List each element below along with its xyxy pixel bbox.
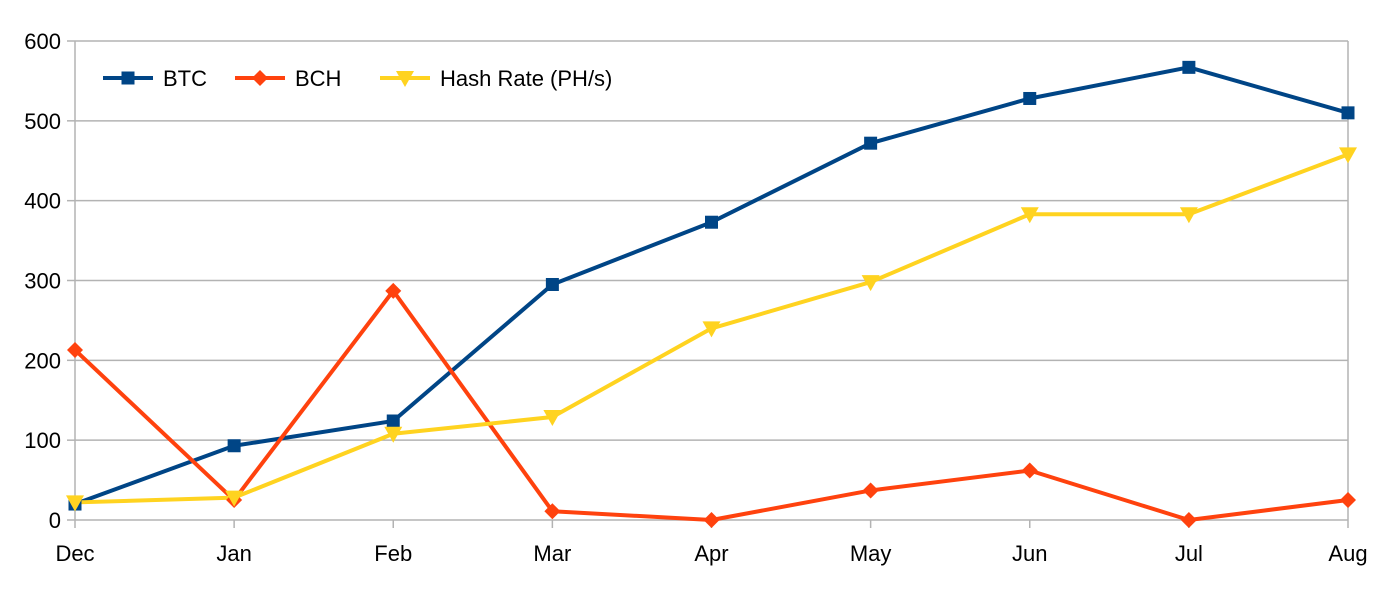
data-point-hash-rate-ph-s [66,495,84,512]
legend-item-btc: BTC [103,66,207,91]
legend-marker [121,71,135,85]
y-tick-label: 600 [24,29,61,54]
data-point-bch [544,503,561,520]
data-point-hash-rate-ph-s [861,275,880,292]
data-point-btc [705,215,718,229]
data-point-bch [1340,492,1356,509]
y-tick-label: 100 [24,428,61,453]
legend-item-hash-rate-ph-s: Hash Rate (PH/s) [380,66,612,91]
axes: 0 100 200 300 400 500 600 Dec Jan Feb Mar Apr May Jun… [24,29,1367,566]
x-tick-label: May [850,541,892,566]
data-point-btc [864,136,878,150]
x-tick-label: Apr [694,541,728,566]
x-tick-label: Jan [216,541,251,566]
grid-lines [75,40,1348,521]
series-lines [73,65,1349,522]
x-tick-label: Dec [55,541,94,566]
data-point-hash-rate-ph-s [1179,207,1198,224]
series-line-btc [74,65,1349,506]
y-tick-label: 400 [24,189,61,214]
data-point-bch [385,282,402,299]
data-point-btc [1023,91,1037,105]
data-point-bch [1021,462,1038,479]
x-tick-label: Jul [1175,541,1203,566]
data-point-hash-rate-ph-s [384,426,403,443]
data-point-bch [862,482,879,499]
data-markers [66,60,1357,528]
y-tick-label: 0 [49,508,61,533]
data-point-btc [386,414,400,428]
legend: BTC BCH Hash Rate (PH/s) [103,66,612,91]
legend-marker [252,70,268,86]
x-tick-label: Feb [374,541,412,566]
data-point-btc [227,439,241,453]
data-point-btc [545,277,559,291]
data-point-hash-rate-ph-s [1020,207,1039,224]
legend-label: Hash Rate (PH/s) [440,66,612,91]
legend-label: BCH [295,66,341,91]
data-point-hash-rate-ph-s [702,321,721,338]
legend-marker [396,71,414,87]
y-tick-label: 300 [24,269,61,294]
legend-label: BTC [163,66,207,91]
data-point-hash-rate-ph-s [1339,147,1357,164]
x-tick-label: Jun [1012,541,1047,566]
x-tick-label: Mar [533,541,571,566]
data-point-bch [703,512,720,528]
data-point-btc [1341,106,1355,120]
legend-item-bch: BCH [235,66,341,91]
data-point-btc [1182,60,1196,74]
data-point-bch [1180,512,1197,528]
data-point-bch [67,341,83,358]
y-tick-label: 200 [24,348,61,373]
x-tick-label: Aug [1328,541,1367,566]
data-point-hash-rate-ph-s [543,410,562,427]
y-tick-label: 500 [24,109,61,134]
data-point-hash-rate-ph-s [225,490,244,507]
